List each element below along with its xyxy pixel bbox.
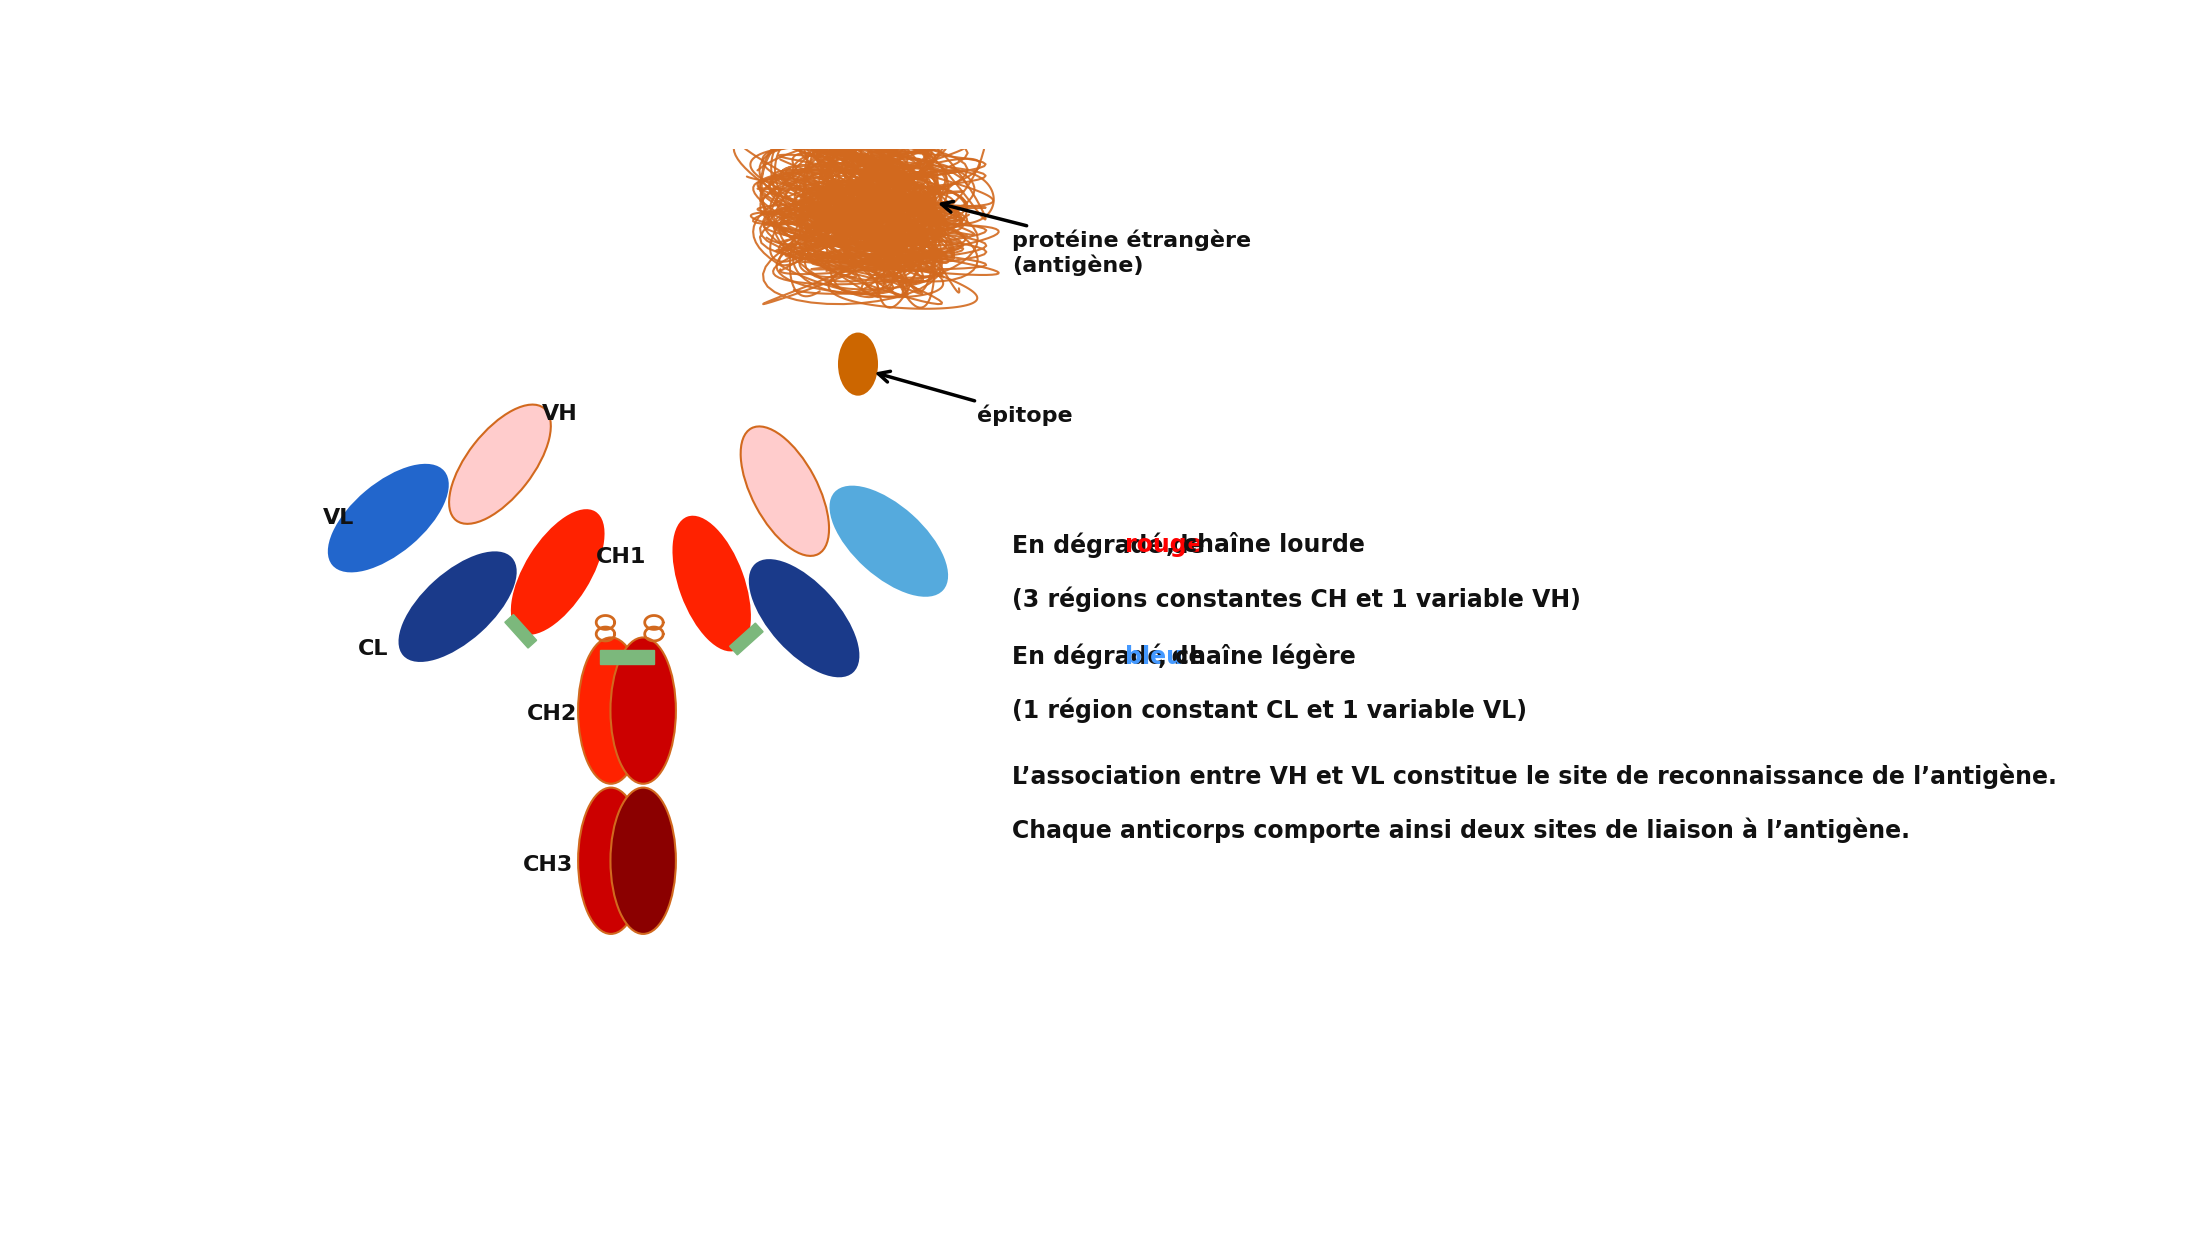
Text: VH: VH	[541, 404, 579, 424]
Text: (1 région constant CL et 1 variable VL): (1 région constant CL et 1 variable VL)	[1012, 698, 1527, 723]
Ellipse shape	[741, 427, 829, 556]
Text: En dégradé de: En dégradé de	[1012, 532, 1212, 557]
Ellipse shape	[510, 509, 605, 634]
FancyBboxPatch shape	[730, 623, 763, 654]
FancyBboxPatch shape	[601, 649, 653, 663]
Text: VL: VL	[323, 508, 354, 529]
Ellipse shape	[579, 637, 645, 784]
Text: bleu: bleu	[1124, 644, 1184, 669]
Text: (3 régions constantes CH et 1 variable VH): (3 régions constantes CH et 1 variable V…	[1012, 586, 1582, 612]
Text: L’association entre VH et VL constitue le site de reconnaissance de l’antigène.: L’association entre VH et VL constitue l…	[1012, 764, 2057, 789]
Text: CL: CL	[356, 639, 387, 659]
Ellipse shape	[449, 404, 550, 524]
Text: , chaîne lourde: , chaîne lourde	[1166, 534, 1364, 557]
Text: épitope: épitope	[878, 371, 1074, 425]
Ellipse shape	[748, 559, 860, 677]
Ellipse shape	[328, 464, 449, 572]
Ellipse shape	[829, 485, 948, 597]
Text: Chaque anticorps comporte ainsi deux sites de liaison à l’antigène.: Chaque anticorps comporte ainsi deux sit…	[1012, 817, 1910, 842]
Text: CH3: CH3	[524, 855, 574, 875]
Text: rouge: rouge	[1124, 534, 1203, 557]
FancyBboxPatch shape	[504, 615, 537, 648]
Ellipse shape	[838, 332, 878, 396]
Ellipse shape	[398, 551, 517, 662]
Text: CH1: CH1	[596, 546, 647, 566]
Ellipse shape	[673, 516, 750, 652]
Ellipse shape	[609, 787, 675, 934]
Ellipse shape	[579, 787, 645, 934]
Text: protéine étrangère
(antigène): protéine étrangère (antigène)	[942, 202, 1252, 276]
Text: En dégradé de: En dégradé de	[1012, 644, 1212, 669]
Text: CH2: CH2	[528, 704, 576, 724]
Ellipse shape	[609, 637, 675, 784]
Text: , chaîne légère: , chaîne légère	[1157, 644, 1355, 669]
